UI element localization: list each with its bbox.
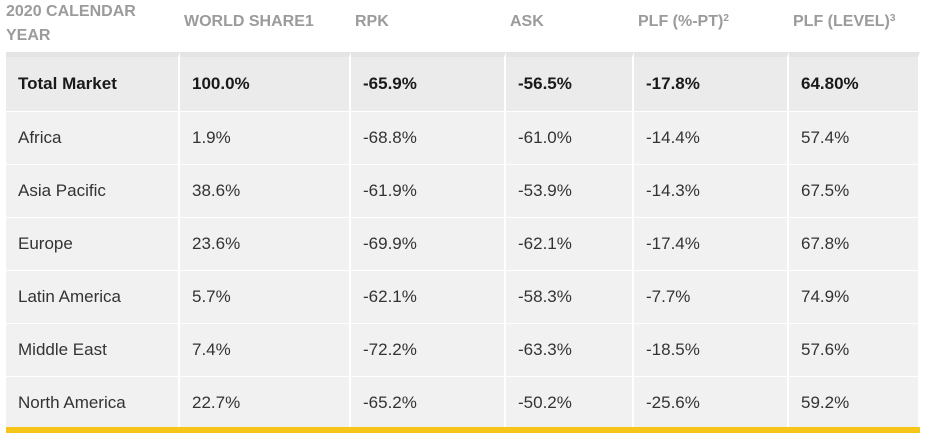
cell-plf-pt: -14.3% bbox=[634, 165, 789, 218]
cell-rpk: -68.8% bbox=[351, 112, 506, 165]
cell-region: Asia Pacific bbox=[6, 165, 180, 218]
cell-plf-pt: -7.7% bbox=[634, 271, 789, 324]
cell-rpk: -65.2% bbox=[351, 377, 506, 430]
header-plf-pt: PLF (%-PT)2 bbox=[636, 0, 791, 52]
cell-plf-level: 57.6% bbox=[789, 324, 920, 377]
cell-world-share: 5.7% bbox=[180, 271, 351, 324]
accent-bottom-bar bbox=[6, 427, 920, 433]
footnote-marker: 2 bbox=[723, 13, 729, 24]
cell-region: Europe bbox=[6, 218, 180, 271]
cell-ask: -61.0% bbox=[506, 112, 634, 165]
cell-plf-level: 57.4% bbox=[789, 112, 920, 165]
cell-plf-level: 59.2% bbox=[789, 377, 920, 430]
header-label: 2020 CALENDAR YEAR bbox=[6, 3, 136, 44]
cell-region: Total Market bbox=[6, 52, 180, 112]
header-label: RPK bbox=[355, 13, 389, 30]
header-plf-level: PLF (LEVEL)3 bbox=[791, 0, 925, 52]
cell-region: North America bbox=[6, 377, 180, 430]
cell-region: Latin America bbox=[6, 271, 180, 324]
cell-plf-level: 64.80% bbox=[789, 52, 920, 112]
cell-rpk: -61.9% bbox=[351, 165, 506, 218]
cell-world-share: 7.4% bbox=[180, 324, 351, 377]
footnote-marker: 3 bbox=[889, 13, 896, 24]
header-label: PLF (%-PT) bbox=[638, 13, 724, 30]
cell-rpk: -65.9% bbox=[351, 52, 506, 112]
cell-ask: -53.9% bbox=[506, 165, 634, 218]
cell-plf-level: 67.5% bbox=[789, 165, 920, 218]
cell-plf-pt: -25.6% bbox=[634, 377, 789, 430]
cell-plf-pt: -17.4% bbox=[634, 218, 789, 271]
cell-world-share: 100.0% bbox=[180, 52, 351, 112]
cell-rpk: -72.2% bbox=[351, 324, 506, 377]
cell-rpk: -62.1% bbox=[351, 271, 506, 324]
header-label: PLF (LEVEL) bbox=[793, 13, 890, 30]
cell-ask: -63.3% bbox=[506, 324, 634, 377]
cell-plf-pt: -18.5% bbox=[634, 324, 789, 377]
cell-rpk: -69.9% bbox=[351, 218, 506, 271]
cell-region: Africa bbox=[6, 112, 180, 165]
cell-region: Middle East bbox=[6, 324, 180, 377]
table-header: 2020 CALENDAR YEAR WORLD SHARE1 RPK ASK … bbox=[0, 0, 925, 52]
header-calendar-year: 2020 CALENDAR YEAR bbox=[0, 0, 182, 52]
cell-world-share: 38.6% bbox=[180, 165, 351, 218]
cell-plf-level: 67.8% bbox=[789, 218, 920, 271]
header-label: WORLD SHARE1 bbox=[184, 13, 314, 30]
header-label: ASK bbox=[510, 13, 544, 30]
cell-plf-pt: -17.8% bbox=[634, 52, 789, 112]
cell-world-share: 1.9% bbox=[180, 112, 351, 165]
cell-ask: -58.3% bbox=[506, 271, 634, 324]
cell-ask: -56.5% bbox=[506, 52, 634, 112]
header-world-share: WORLD SHARE1 bbox=[182, 0, 353, 52]
header-rpk: RPK bbox=[353, 0, 508, 52]
cell-plf-pt: -14.4% bbox=[634, 112, 789, 165]
cell-ask: -62.1% bbox=[506, 218, 634, 271]
cell-plf-level: 74.9% bbox=[789, 271, 920, 324]
header-ask: ASK bbox=[508, 0, 636, 52]
cell-ask: -50.2% bbox=[506, 377, 634, 430]
cell-world-share: 23.6% bbox=[180, 218, 351, 271]
table-body: Total Market 100.0% -65.9% -56.5% -17.8% 64.8… bbox=[6, 52, 920, 430]
cell-world-share: 22.7% bbox=[180, 377, 351, 430]
